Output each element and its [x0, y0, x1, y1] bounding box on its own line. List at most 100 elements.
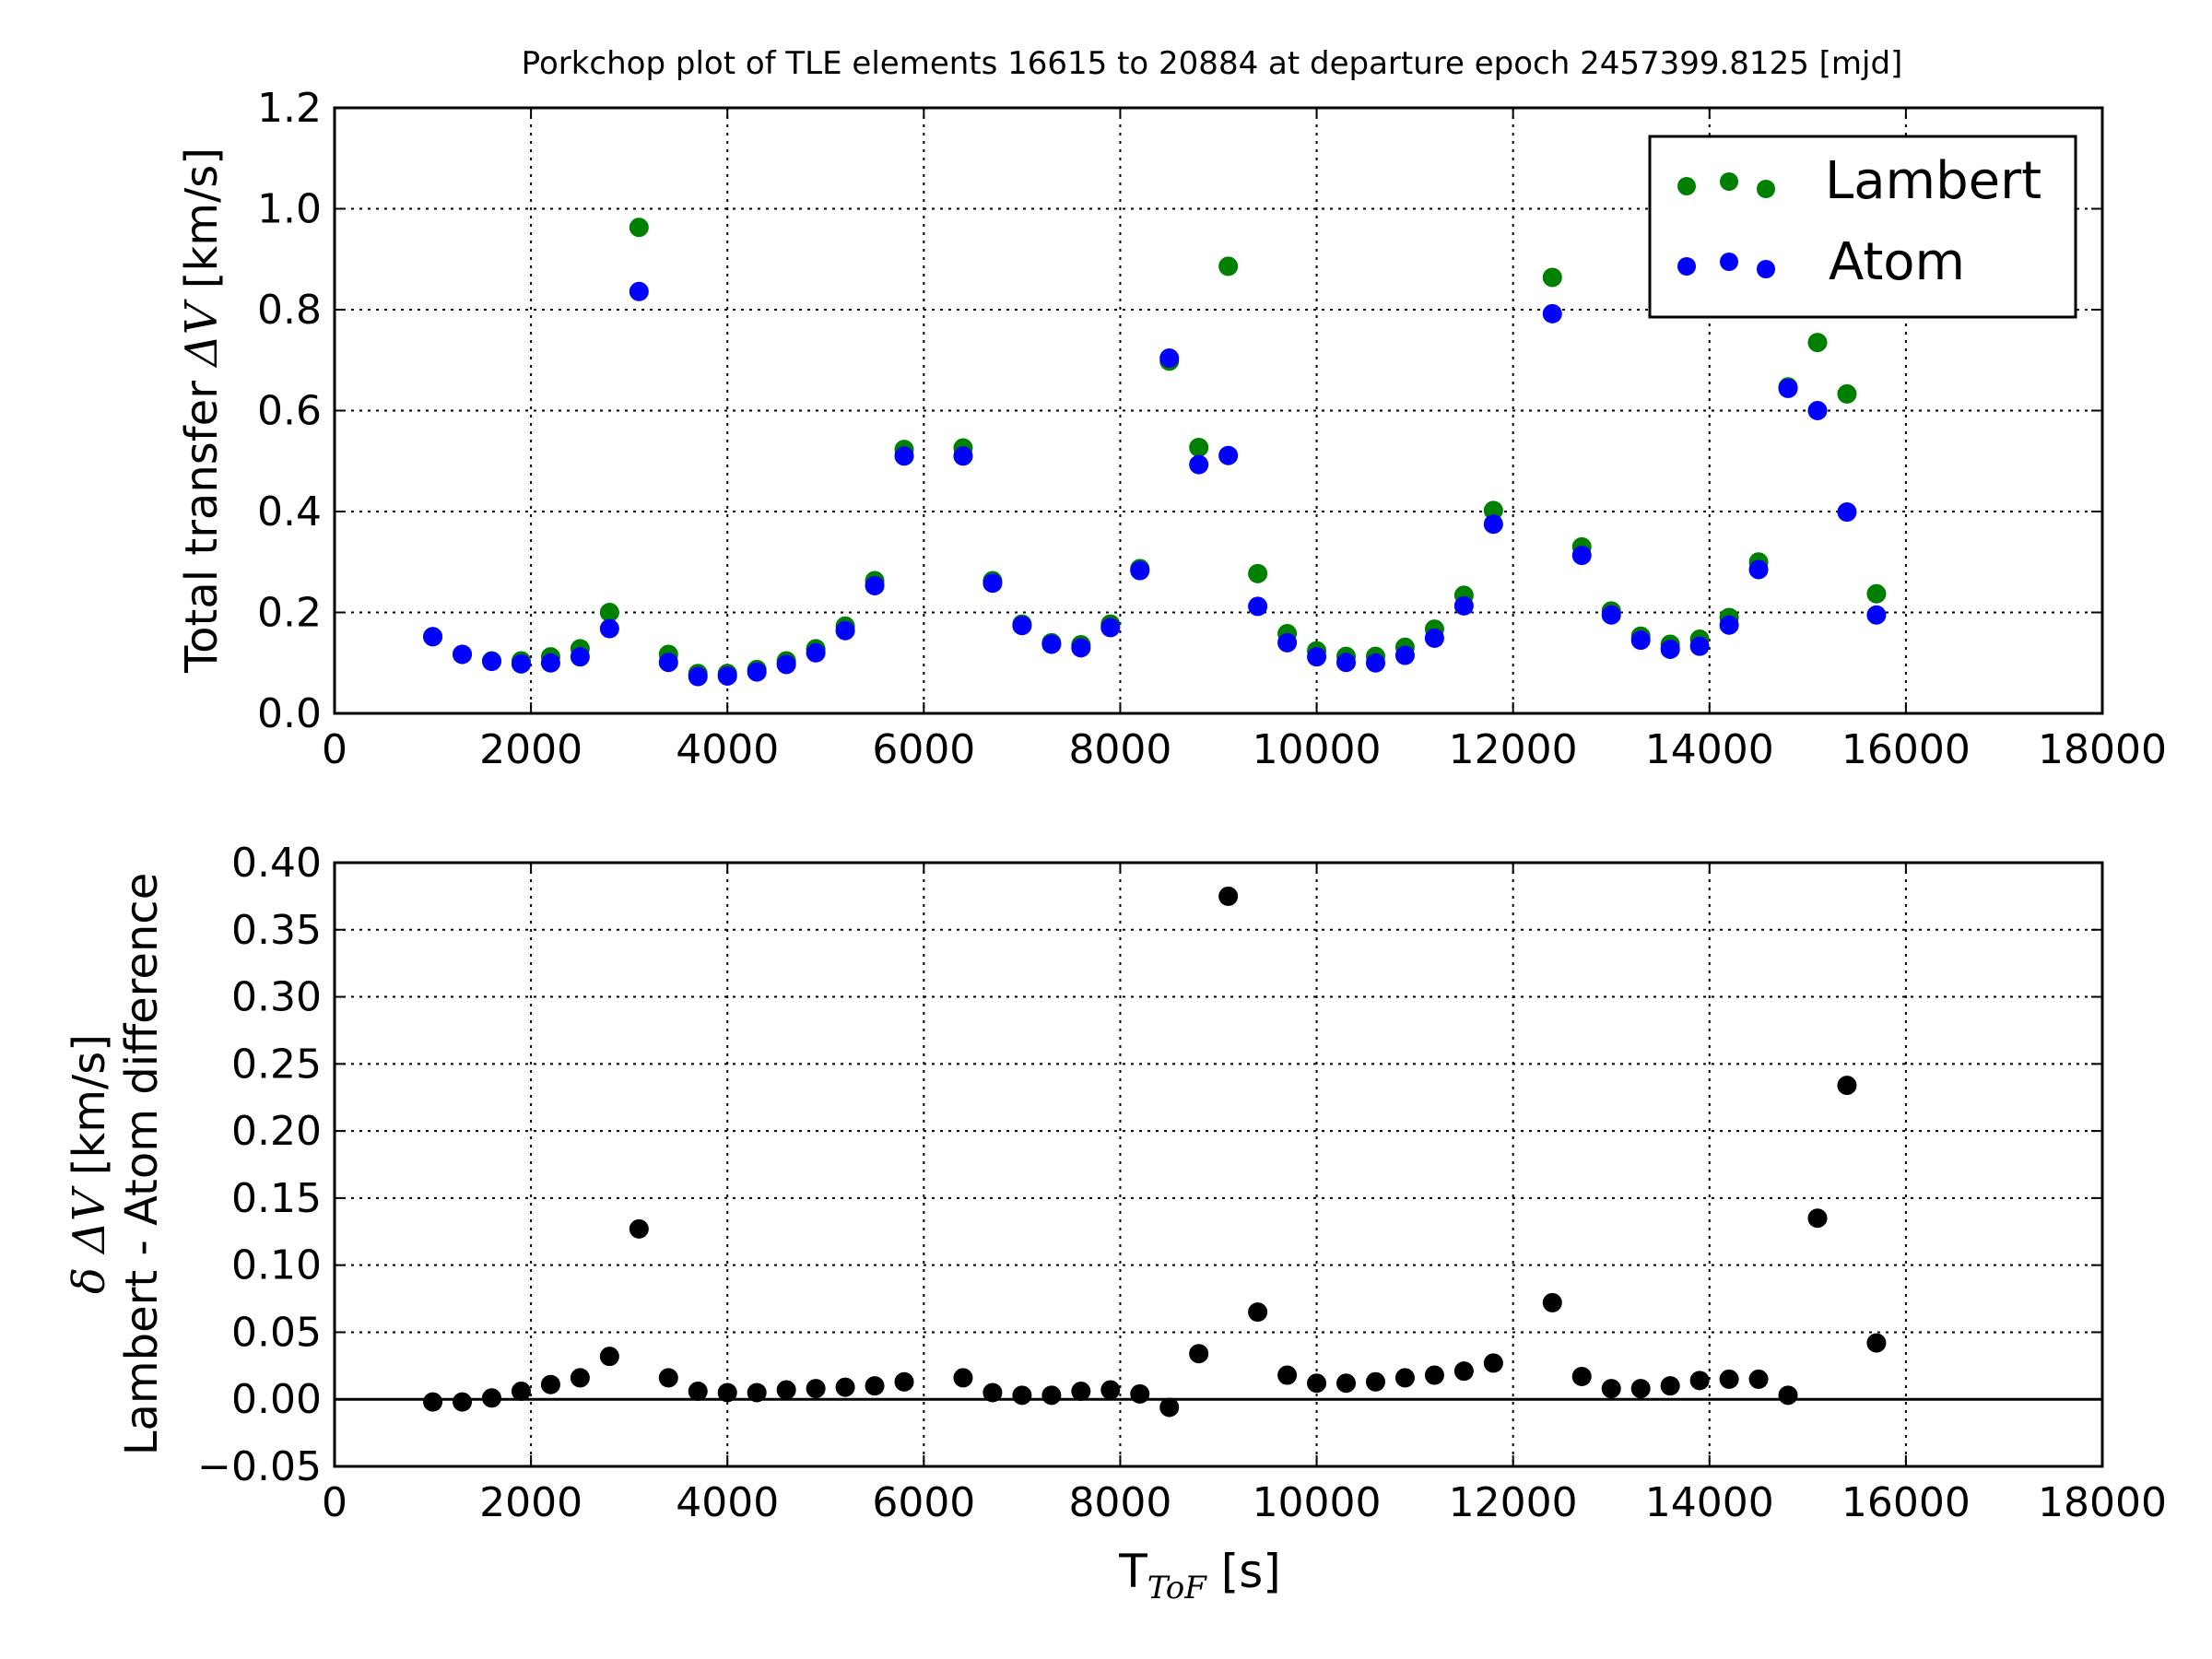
legend-marker-atom-3 [1757, 260, 1775, 278]
data-point-atom [982, 573, 1003, 594]
data-point-atom [806, 642, 826, 663]
data-point-difference [1130, 1383, 1150, 1404]
data-point-difference [1218, 886, 1239, 906]
data-point-atom [1365, 653, 1385, 673]
data-point-atom [1453, 595, 1474, 616]
data-point-difference [1689, 1371, 1710, 1391]
data-point-difference [1071, 1381, 1091, 1401]
x-label-subscript: ToF [1147, 1570, 1208, 1606]
y-tick-label: 0.35 [231, 907, 322, 954]
bottom-ticks: 0 2000 4000 6000 8000 10000 12000 14000 16000 180… [197, 840, 2167, 1526]
data-point-difference [1778, 1385, 1798, 1406]
bottom-plot-frame [333, 861, 2104, 1468]
data-point-difference [1012, 1385, 1032, 1406]
data-point-difference [776, 1380, 796, 1400]
data-point-difference [1336, 1373, 1357, 1394]
top-panel: 0 2000 4000 6000 8000 10000 12000 14000 16000 180… [176, 85, 2167, 773]
data-point-difference [747, 1382, 767, 1403]
data-point-atom [629, 281, 649, 301]
data-point-difference [1394, 1368, 1415, 1388]
data-point-difference [1601, 1379, 1621, 1399]
data-point-atom [1778, 378, 1798, 398]
data-point-difference [1365, 1371, 1385, 1392]
x-tick-label: 2000 [479, 726, 582, 773]
top-y-label-text: Total transfer [176, 367, 228, 674]
data-point-atom [1394, 645, 1415, 665]
data-point-difference [453, 1392, 473, 1412]
x-tick-label: 0 [322, 1479, 347, 1526]
data-point-difference [570, 1368, 590, 1388]
data-point-atom [453, 644, 473, 665]
data-point-atom [1277, 632, 1298, 653]
data-point-atom [688, 666, 708, 687]
data-point-atom [1630, 630, 1651, 651]
data-point-atom [1100, 618, 1121, 638]
x-tick-label: 12000 [1449, 726, 1578, 773]
legend-marker-atom-1 [1677, 257, 1696, 276]
top-y-axis-label: Total transfer ΔV [km/s] [176, 147, 228, 674]
y-tick-label: 0.10 [231, 1242, 322, 1289]
top-y-label-unit: [km/s] [176, 147, 228, 302]
bottom-grid [335, 863, 2102, 1466]
x-tick-label: 6000 [872, 1479, 975, 1526]
data-point-difference [1807, 1208, 1828, 1229]
data-point-atom [1571, 546, 1592, 566]
data-point-lambert [1807, 333, 1828, 353]
data-point-difference [806, 1379, 826, 1399]
legend-markers-atom [1677, 253, 1775, 278]
data-point-difference [1866, 1333, 1887, 1353]
data-point-difference [1041, 1385, 1062, 1406]
y-tick-label: 0.8 [257, 287, 322, 334]
legend-marker-lambert-1 [1677, 177, 1696, 195]
data-point-atom [1218, 445, 1239, 465]
data-point-difference [865, 1376, 885, 1396]
data-point-lambert [1248, 563, 1268, 583]
data-point-difference [835, 1377, 855, 1397]
data-point-atom [1719, 615, 1739, 635]
data-point-lambert [1542, 267, 1562, 288]
y-tick-label: −0.05 [197, 1443, 322, 1490]
data-point-atom [658, 653, 678, 673]
legend-marker-lambert-3 [1757, 180, 1775, 198]
x-tick-label: 10000 [1253, 1479, 1382, 1526]
data-point-difference [481, 1388, 501, 1408]
data-point-atom [423, 627, 443, 647]
top-y-label-symbol: ΔV [176, 299, 228, 369]
x-tick-label: 10000 [1253, 726, 1382, 773]
data-point-atom [1837, 502, 1857, 523]
data-point-atom [1483, 514, 1503, 535]
data-point-atom [835, 620, 855, 641]
x-tick-label: 8000 [1068, 726, 1171, 773]
x-tick-label: 12000 [1449, 1479, 1578, 1526]
y-tick-label: 0.05 [231, 1309, 322, 1356]
top-ticks: 0 2000 4000 6000 8000 10000 12000 14000 16000 180… [257, 85, 2167, 773]
bottom-y-label-unit: [km/s] [64, 1034, 115, 1189]
data-point-atom [717, 665, 737, 686]
data-point-difference [658, 1368, 678, 1388]
legend-marker-lambert-2 [1720, 172, 1738, 191]
data-point-atom [1866, 605, 1887, 625]
y-tick-label: 0.15 [231, 1175, 322, 1222]
y-tick-label: 0.25 [231, 1041, 322, 1088]
data-point-atom [894, 446, 914, 466]
x-axis-label: TToF [s] [1118, 1545, 1281, 1606]
data-point-difference [599, 1347, 619, 1367]
data-point-atom [1660, 639, 1680, 659]
bottom-points [423, 886, 1887, 1418]
data-point-lambert [629, 218, 649, 238]
data-point-atom [1130, 560, 1150, 581]
data-point-difference [511, 1381, 531, 1401]
y-tick-label: 0.30 [231, 974, 322, 1021]
data-point-difference [1660, 1376, 1680, 1396]
data-point-difference [982, 1382, 1003, 1403]
legend: Lambert Atom [1648, 135, 2077, 319]
x-label-main: T [1118, 1545, 1147, 1598]
data-point-difference [688, 1381, 708, 1401]
figure-title: Porkchop plot of TLE elements 16615 to 2… [522, 45, 1903, 82]
data-point-difference [894, 1371, 914, 1392]
data-point-lambert [1189, 437, 1209, 457]
data-point-lambert [599, 603, 619, 622]
bottom-panel: 0 2000 4000 6000 8000 10000 12000 14000 16000 180… [64, 840, 2167, 1606]
data-point-difference [629, 1218, 649, 1239]
data-point-difference [1307, 1373, 1327, 1394]
